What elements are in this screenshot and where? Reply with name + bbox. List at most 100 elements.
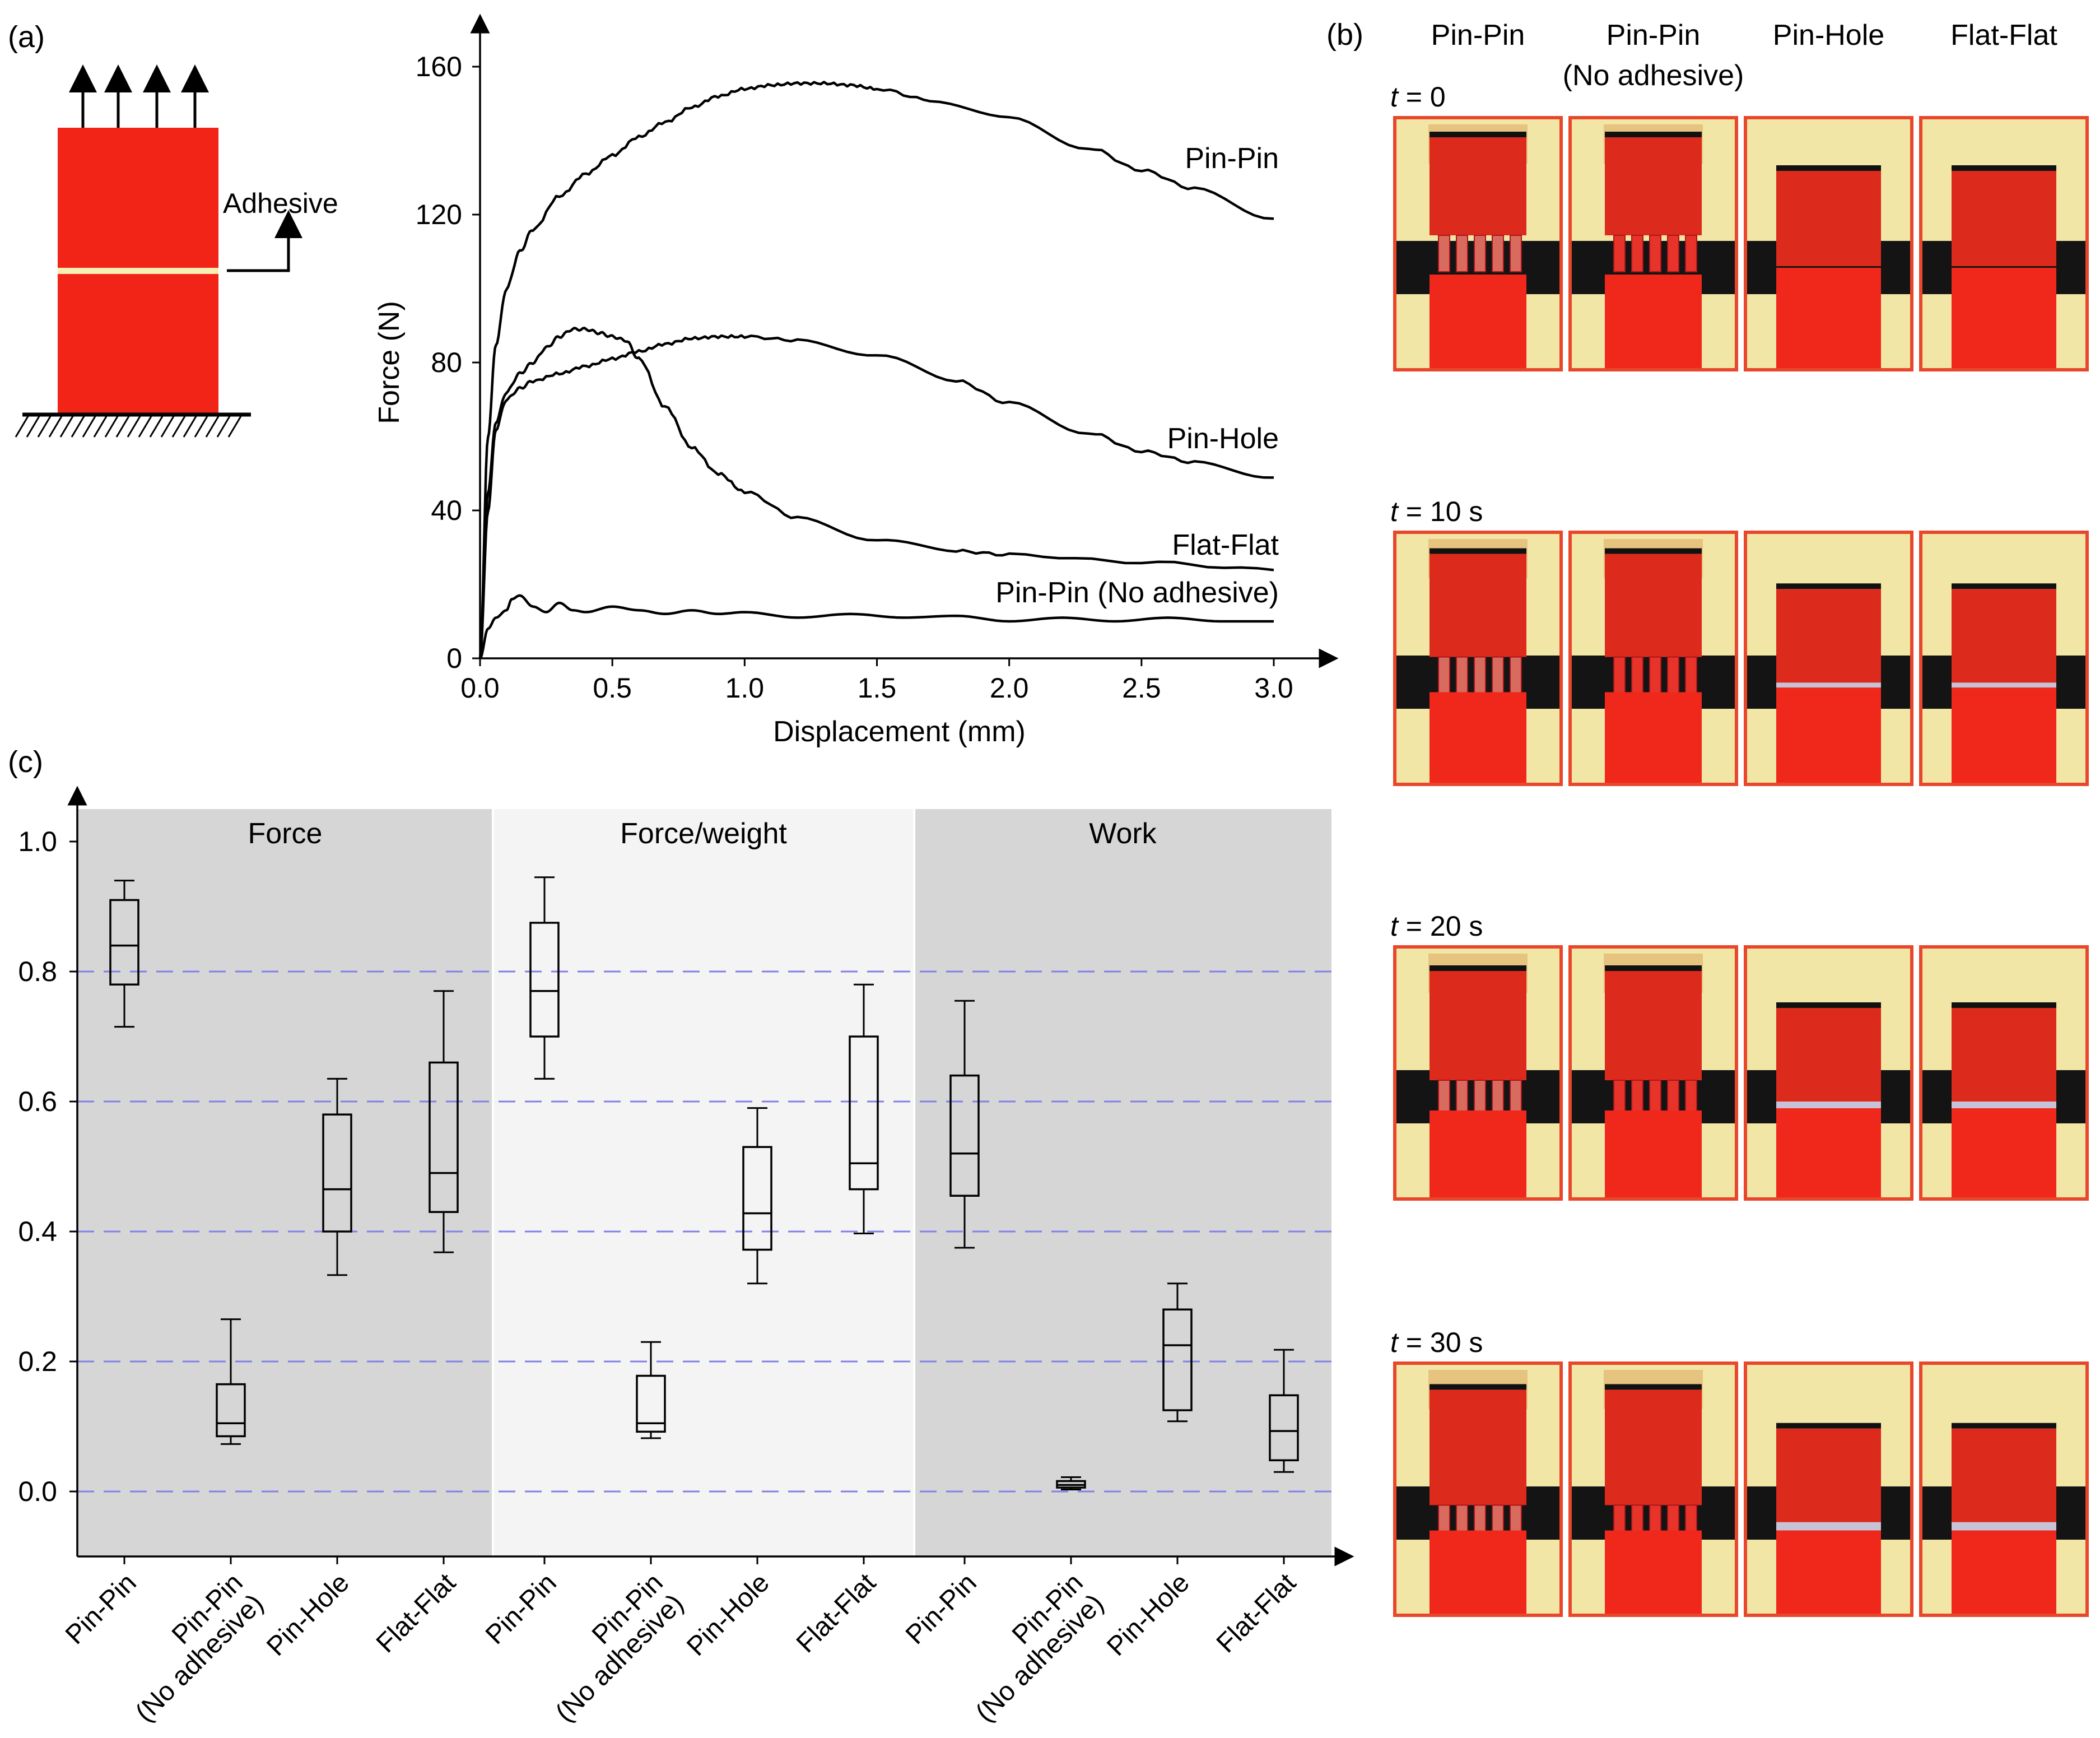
specimen-pin xyxy=(1492,235,1504,272)
specimen-upper xyxy=(1605,137,1702,235)
x-tick-label: 3.0 xyxy=(1254,672,1293,704)
specimen-upper xyxy=(1776,171,1881,266)
photo-frame xyxy=(1393,1361,1563,1617)
series-label: Pin-Pin xyxy=(1185,142,1279,175)
photo-edge xyxy=(1430,965,1526,971)
y-tick-label: 0.8 xyxy=(18,956,57,987)
specimen-pin xyxy=(1456,235,1468,272)
x-tick-label: 0.5 xyxy=(593,672,632,704)
hatch-line xyxy=(216,416,231,438)
adhesive-pointer xyxy=(227,210,302,272)
pull-arrow-icons xyxy=(69,64,209,128)
series-line xyxy=(478,327,1274,659)
time-label: t = 30 s xyxy=(1390,1327,1483,1358)
box xyxy=(636,1374,666,1433)
photo-edge xyxy=(1605,132,1702,137)
specimen-lower xyxy=(1430,1530,1526,1615)
hatch-line xyxy=(104,416,119,438)
photo-frame xyxy=(1568,1361,1738,1617)
time-value: = 10 s xyxy=(1398,496,1483,527)
x-tick-label-line: Pin-Pin xyxy=(480,1568,562,1650)
specimen-lower xyxy=(1952,1530,2056,1615)
specimen-upper xyxy=(1952,1428,2056,1524)
adhesive-gap xyxy=(1776,1102,1881,1108)
x-tick-label: Pin-Pin xyxy=(900,1568,983,1650)
hatch-line xyxy=(160,416,175,438)
specimen-pin xyxy=(1510,656,1522,697)
adhesive-gap xyxy=(1952,1102,2056,1108)
box xyxy=(849,1035,879,1191)
x-tick-label-line: Flat-Flat xyxy=(371,1568,462,1658)
specimen-pin xyxy=(1613,656,1626,697)
photo-edge xyxy=(1952,583,2056,589)
time-value: = 30 s xyxy=(1398,1327,1483,1358)
x-tick-label: Pin-Pin xyxy=(60,1568,142,1650)
specimen-upper xyxy=(1430,554,1526,657)
photo-frame xyxy=(1744,116,1913,371)
specimen-lower xyxy=(1776,1108,1881,1199)
adhesive-gap xyxy=(1952,682,2056,688)
hatch-line xyxy=(93,416,108,438)
specimen-lower xyxy=(1430,275,1526,370)
photo-frame xyxy=(1393,531,1563,786)
specimen-lower xyxy=(1776,268,1881,370)
specimen-pin xyxy=(1649,235,1661,272)
photo-column-header: Flat-Flat xyxy=(1950,19,2057,52)
hatch-line xyxy=(15,416,29,438)
photo-column-header: Pin-Hole xyxy=(1773,19,1884,52)
x-tick-label: Flat-Flat xyxy=(791,1568,882,1658)
specimen-lower xyxy=(1776,1530,1881,1615)
hatch-line xyxy=(138,416,152,438)
specimen-lower xyxy=(1605,275,1702,370)
box xyxy=(216,1383,246,1438)
y-tick-label: 1.0 xyxy=(18,826,57,857)
series-label: Pin-Hole xyxy=(1167,422,1279,455)
specimen-pin xyxy=(1649,656,1661,697)
specimen-pin xyxy=(1685,235,1697,272)
y-tick-label: 80 xyxy=(431,347,462,378)
specimen-upper xyxy=(1605,971,1702,1080)
hatch-line xyxy=(48,416,63,438)
x-tick-label: Pin-Hole xyxy=(1101,1568,1195,1662)
x-tick-label: Pin-Hole xyxy=(261,1568,355,1662)
x-tick-label: Flat-Flat xyxy=(1211,1568,1302,1658)
specimen-pin xyxy=(1474,235,1486,272)
photo-edge xyxy=(1952,1423,2056,1429)
photo-frame xyxy=(1568,531,1738,786)
group-background xyxy=(914,809,1331,1556)
adhesive-layer xyxy=(58,268,218,274)
photo-frame xyxy=(1393,945,1563,1201)
photo-frame xyxy=(1919,1361,2089,1617)
hatch-line xyxy=(149,416,164,438)
specimen-upper xyxy=(1952,589,2056,685)
x-tick-label-line: Pin-Pin xyxy=(60,1568,142,1650)
specimen-pin xyxy=(1474,656,1486,697)
specimen-lower xyxy=(1430,1110,1526,1199)
time-value: = 0 xyxy=(1398,81,1446,113)
hatch-line xyxy=(227,416,242,438)
x-tick-label-line: Pin-Hole xyxy=(1101,1568,1195,1662)
photo-edge xyxy=(1430,1384,1526,1390)
specimen-pin xyxy=(1438,235,1450,272)
photo-edge xyxy=(1776,1423,1881,1429)
specimen-lower xyxy=(1605,1110,1702,1199)
specimen-lower xyxy=(1952,687,2056,784)
box xyxy=(1162,1308,1193,1411)
box xyxy=(1269,1394,1299,1462)
specimen-upper xyxy=(1952,171,2056,266)
panel-label-c: (c) xyxy=(8,745,43,779)
photo-edge xyxy=(1952,165,2056,171)
hatch-line xyxy=(127,416,141,438)
specimen-lower xyxy=(1952,268,2056,370)
x-tick-label: Flat-Flat xyxy=(371,1568,462,1658)
photo-edge xyxy=(1430,548,1526,554)
specimen-lower xyxy=(1952,1108,2056,1199)
hatch-line xyxy=(71,416,85,438)
specimen-upper xyxy=(1952,1008,2056,1103)
x-tick-label: Pin-Hole xyxy=(681,1568,775,1662)
time-variable: t xyxy=(1390,81,1399,113)
hatch-line xyxy=(115,416,130,438)
specimen-upper xyxy=(1430,1390,1526,1505)
